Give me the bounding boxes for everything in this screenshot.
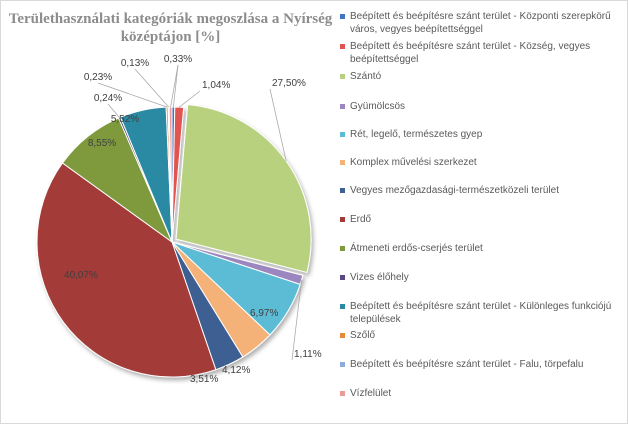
legend-label: Beépített és beépítésre szánt terület - … xyxy=(350,11,611,35)
leader-line-12 xyxy=(97,82,168,108)
data-label-11: 5,52% xyxy=(111,114,139,125)
legend-swatch xyxy=(340,304,345,309)
legend-swatch xyxy=(340,188,345,193)
legend-label: Átmeneti erdős-cserjés terület xyxy=(350,243,483,254)
legend-label: Beépített és beépítésre szánt terület - … xyxy=(350,301,612,325)
legend-label: Beépített és beépítésre szánt terület - … xyxy=(350,41,591,65)
legend-label: Komplex művelési szerkezet xyxy=(350,157,477,168)
legend-swatch xyxy=(340,104,345,109)
data-label-1: 0,33% xyxy=(164,54,192,65)
data-label-4: 1,11% xyxy=(294,349,322,360)
legend-swatch xyxy=(340,44,345,49)
data-label-10: 0,24% xyxy=(94,93,122,104)
legend-swatch xyxy=(340,362,345,367)
legend-swatch xyxy=(340,391,345,396)
data-label-2: 1,04% xyxy=(202,80,230,91)
legend-label: Szántó xyxy=(350,71,382,82)
data-label-9: 8,55% xyxy=(88,138,116,149)
legend-swatch xyxy=(340,132,345,137)
legend-swatch xyxy=(340,160,345,165)
legend-swatch xyxy=(340,246,345,251)
legend-label: Szőlő xyxy=(350,330,376,341)
leader-line-13 xyxy=(134,68,169,108)
legend-label: Beépített és beépítésre szánt terület - … xyxy=(350,359,584,370)
data-label-5: 6,97% xyxy=(250,308,278,319)
data-label-6: 4,12% xyxy=(222,365,250,376)
leader-line-3 xyxy=(269,88,287,162)
legend-swatch xyxy=(340,275,345,280)
leader-line-14 xyxy=(170,64,179,108)
legend-label: Rét, legelő, természetes gyep xyxy=(350,129,483,140)
legend-label: Gyümölcsös xyxy=(350,101,406,112)
legend-label: Vegyes mezőgazdasági-természetközeli ter… xyxy=(350,185,559,196)
chart-title: Területhasználati kategóriák megoszlása … xyxy=(8,11,333,45)
pie-slice-3 xyxy=(175,104,312,274)
legend-label: Vizes élőhely xyxy=(350,272,409,283)
pie-slice-8 xyxy=(36,162,217,378)
data-label-12: 0,23% xyxy=(84,72,112,83)
data-label-3: 27,50% xyxy=(272,78,306,89)
legend-swatch xyxy=(340,217,345,222)
legend-swatch xyxy=(340,14,345,19)
leader-line-4 xyxy=(291,279,302,361)
leader-line-2 xyxy=(179,90,201,108)
legend-swatch xyxy=(340,74,345,79)
legend-swatch xyxy=(340,333,345,338)
legend-label: Erdő xyxy=(350,214,372,225)
legend-label: Vízfelület xyxy=(350,388,392,399)
data-label-7: 3,51% xyxy=(190,374,218,385)
data-label-13: 0,13% xyxy=(121,58,149,69)
data-label-8: 40,07% xyxy=(64,270,98,281)
leader-line-1 xyxy=(173,64,179,108)
leader-line-10 xyxy=(107,103,120,118)
